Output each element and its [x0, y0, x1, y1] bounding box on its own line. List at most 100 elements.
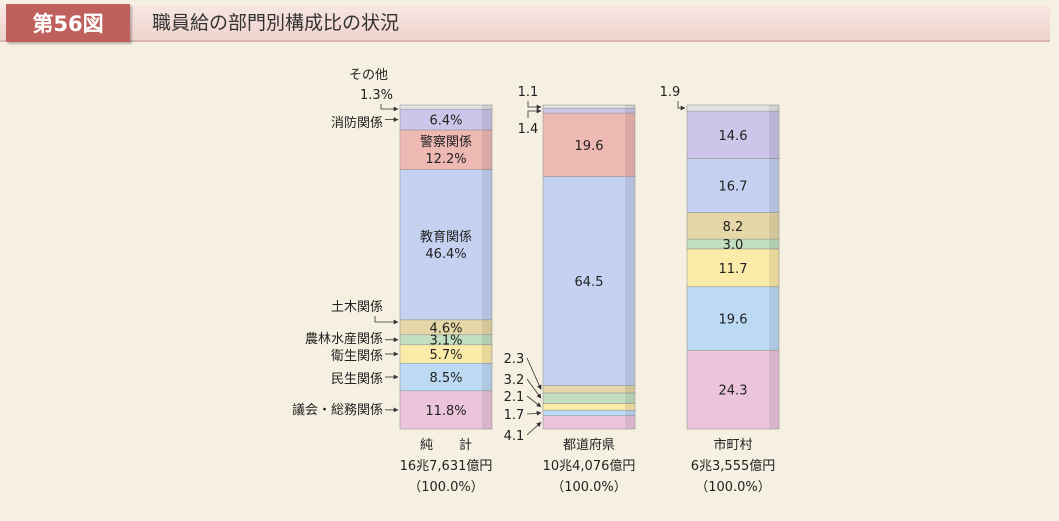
left-label: 1.3% — [360, 88, 393, 103]
bar-segment-shade — [482, 334, 492, 345]
leader-line — [526, 357, 542, 390]
bar-segment-shade — [769, 350, 779, 429]
bar-segment-shade — [625, 108, 635, 114]
bar-segment — [399, 129, 493, 170]
percent-label: （100.0%） — [551, 480, 627, 495]
segment-label: 警察関係 — [420, 134, 472, 150]
leader-line — [527, 108, 542, 118]
segment-label: 64.5 — [575, 275, 604, 290]
category-label: 都道府県 — [563, 438, 615, 453]
leader-line — [380, 104, 399, 112]
bar-segment-shade — [625, 393, 635, 404]
leader-line — [526, 410, 542, 416]
bar-segment-shade — [769, 111, 779, 159]
left-label: 民生関係 — [331, 372, 383, 387]
segment-label: 3.0 — [723, 238, 744, 253]
segment-label: 教育関係 — [420, 229, 472, 245]
segment-label: 5.7% — [429, 348, 462, 363]
left-label: 衛生関係 — [331, 349, 383, 364]
bar-segment — [542, 176, 636, 386]
category-label: 市町村 — [713, 437, 752, 453]
bar-segment-shade — [482, 344, 492, 364]
bar-segment — [686, 110, 780, 159]
bar-segment-shade — [769, 158, 779, 213]
bar-segment — [686, 212, 780, 240]
bar-segment — [686, 349, 780, 430]
segment-label: 8.5% — [429, 371, 462, 386]
leader-line — [526, 422, 542, 436]
bar-segment-shade — [482, 363, 492, 391]
bar-segment — [542, 112, 636, 177]
bar-segment — [399, 104, 493, 110]
leader-line — [527, 101, 542, 110]
left-label: 農林水産関係 — [305, 331, 383, 347]
segment-label: 6.4% — [429, 114, 462, 129]
bar-segment-shade — [482, 105, 492, 110]
segment-label: 16.7 — [719, 180, 748, 195]
outside-label: 1.4 — [518, 122, 539, 137]
bar-segment — [542, 415, 636, 430]
leader-line — [526, 395, 542, 408]
outside-label: 4.1 — [504, 429, 525, 444]
segment-label: 3.1% — [429, 334, 462, 349]
figure-title: 職員給の部門別構成比の状況 — [152, 12, 400, 34]
bar-segment — [686, 158, 780, 213]
bar-segment-shade — [625, 415, 635, 429]
percent-label: （100.0%） — [695, 480, 771, 495]
bar-segment-shade — [769, 248, 779, 287]
outside-label: 1.7 — [504, 408, 525, 423]
left-label: 議会・総務関係 — [292, 403, 383, 418]
bar-segment-shade — [625, 176, 635, 386]
segment-label: 46.4% — [425, 247, 466, 262]
bar-segment — [542, 409, 636, 417]
bar-segment — [686, 286, 780, 351]
bar-segment-shade — [625, 410, 635, 416]
bar-segment — [542, 403, 636, 411]
bar-segment — [542, 108, 636, 114]
segment-label: 19.6 — [719, 313, 748, 328]
bar-segment — [686, 104, 780, 112]
leader-line — [677, 101, 686, 111]
bar-segment-shade — [769, 212, 779, 240]
bar-segment-shade — [482, 129, 492, 170]
segment-label: 24.3 — [719, 384, 748, 399]
bar-segment — [399, 390, 493, 430]
total-label: 10兆4,076億円 — [543, 458, 636, 474]
leader-line — [374, 316, 399, 325]
left-label: その他 — [349, 68, 388, 83]
total-label: 6兆3,555億円 — [691, 458, 776, 474]
total-label: 16兆7,631億円 — [400, 458, 493, 474]
outside-label: 2.1 — [504, 390, 525, 405]
category-label: 純 計 — [420, 437, 472, 453]
bar-segment-shade — [482, 319, 492, 335]
bar-segment-shade — [625, 105, 635, 109]
bar-segment — [542, 392, 636, 404]
bar-segment — [542, 385, 636, 394]
left-label: 消防関係 — [331, 115, 383, 131]
bar-segment — [399, 169, 493, 321]
figure-header: 第56図 職員給の部門別構成比の状況 — [0, 0, 1059, 46]
leader-line — [526, 378, 542, 399]
bar-segment-shade — [769, 105, 779, 112]
outside-label: 1.9 — [660, 85, 681, 100]
outside-label: 3.2 — [504, 373, 525, 388]
bar-segment-shade — [625, 385, 635, 394]
outside-label: 2.3 — [504, 352, 525, 367]
outside-label: 1.1 — [518, 85, 539, 100]
segment-label: 11.8% — [425, 404, 466, 419]
percent-label: （100.0%） — [408, 480, 484, 495]
title-band — [0, 6, 1050, 42]
figure-number-badge: 第56図 — [6, 4, 130, 42]
left-label: 土木関係 — [331, 300, 383, 315]
segment-label: 19.6 — [575, 139, 604, 154]
segment-label: 4.6% — [429, 321, 462, 336]
segment-label: 11.7 — [719, 262, 748, 277]
bar-segment-shade — [769, 239, 779, 249]
bar-segment — [399, 362, 493, 392]
bar-segment-shade — [482, 390, 492, 429]
bar-segment-shade — [482, 109, 492, 130]
segment-label: 14.6 — [719, 129, 748, 144]
bar-segment-shade — [769, 286, 779, 351]
bar-segment-shade — [625, 403, 635, 411]
